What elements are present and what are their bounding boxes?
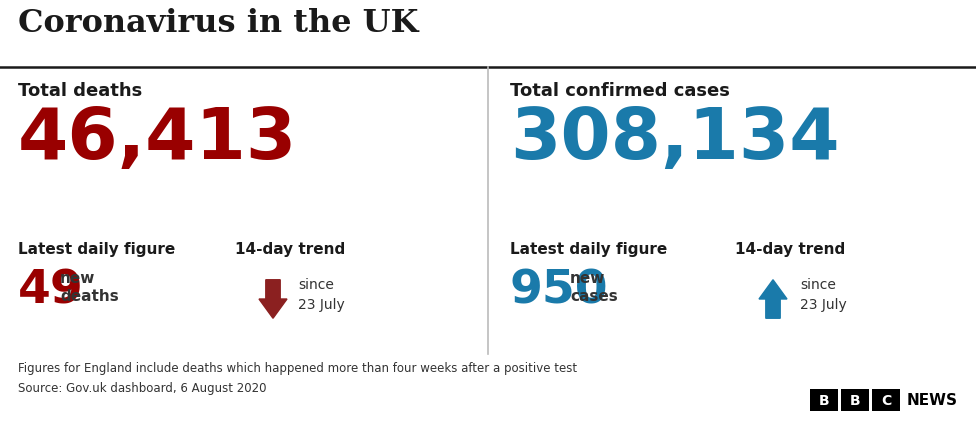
Text: since
23 July: since 23 July	[298, 277, 345, 311]
Text: Latest daily figure: Latest daily figure	[510, 241, 668, 256]
Polygon shape	[259, 280, 287, 319]
Text: Source: Gov.uk dashboard, 6 August 2020: Source: Gov.uk dashboard, 6 August 2020	[18, 381, 266, 394]
Text: 950: 950	[510, 267, 609, 312]
Polygon shape	[759, 280, 787, 319]
Text: B: B	[819, 393, 830, 407]
Text: new: new	[570, 270, 605, 285]
Text: Figures for England include deaths which happened more than four weeks after a p: Figures for England include deaths which…	[18, 361, 577, 374]
Text: C: C	[881, 393, 891, 407]
Text: Latest daily figure: Latest daily figure	[18, 241, 176, 256]
Text: Total confirmed cases: Total confirmed cases	[510, 82, 730, 100]
Text: 46,413: 46,413	[18, 105, 298, 174]
Text: new: new	[60, 270, 96, 285]
Text: 308,134: 308,134	[510, 105, 839, 174]
Text: since
23 July: since 23 July	[800, 277, 847, 311]
Text: B: B	[850, 393, 860, 407]
Text: 14-day trend: 14-day trend	[235, 241, 346, 256]
Text: 49: 49	[18, 267, 84, 312]
Text: deaths: deaths	[60, 288, 119, 303]
Text: Total deaths: Total deaths	[18, 82, 142, 100]
Text: NEWS: NEWS	[907, 393, 958, 408]
Text: Coronavirus in the UK: Coronavirus in the UK	[18, 8, 419, 39]
Text: cases: cases	[570, 288, 618, 303]
Text: 14-day trend: 14-day trend	[735, 241, 845, 256]
